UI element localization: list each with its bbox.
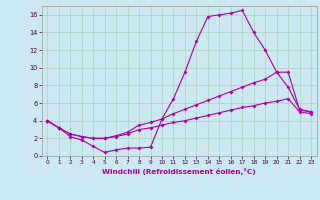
X-axis label: Windchill (Refroidissement éolien,°C): Windchill (Refroidissement éolien,°C): [102, 168, 256, 175]
